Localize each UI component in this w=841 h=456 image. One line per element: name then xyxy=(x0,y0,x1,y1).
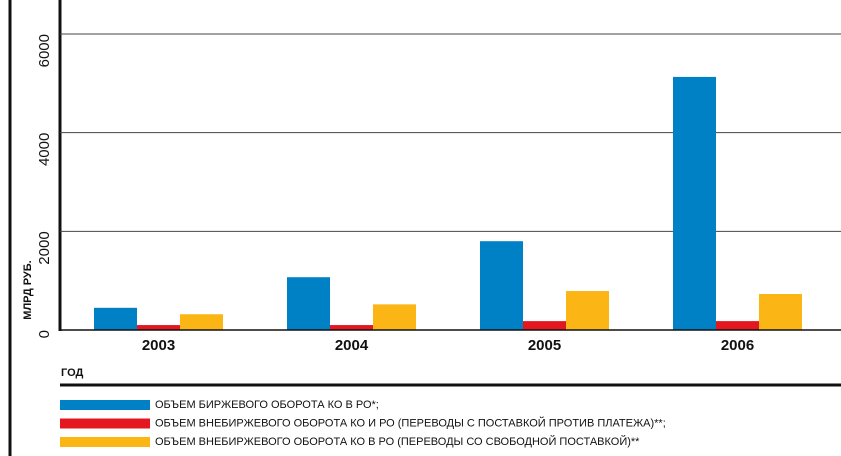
y-tick-label: 6000 xyxy=(36,34,53,67)
bar xyxy=(523,321,566,330)
bar xyxy=(566,291,609,330)
x-tick-label: 2006 xyxy=(721,337,754,354)
legend-label: ОБЪЕМ ВНЕБИРЖЕВОГО ОБОРОТА КО И РО (ПЕРЕ… xyxy=(155,416,666,429)
x-axis-label: ГОД xyxy=(61,367,84,379)
y-tick-label: 2000 xyxy=(36,231,53,264)
bar xyxy=(137,325,180,330)
bar xyxy=(287,277,330,330)
bar xyxy=(759,293,802,330)
legend-label: ОБЪЕМ БИРЖЕВОГО ОБОРОТА КО В РО*; xyxy=(155,399,379,411)
bar xyxy=(373,304,416,330)
x-tick-label: 2003 xyxy=(142,337,175,354)
y-tick-label: 4000 xyxy=(36,133,53,166)
bar xyxy=(716,321,759,330)
bar xyxy=(673,76,716,330)
bar xyxy=(480,241,523,330)
legend-swatch xyxy=(60,437,150,447)
legend-swatch xyxy=(60,400,150,410)
legend-swatch xyxy=(60,418,150,429)
x-tick-label: 2005 xyxy=(528,337,561,354)
bar xyxy=(94,307,137,330)
y-tick-label: 0 xyxy=(36,330,53,338)
x-tick-label: 2004 xyxy=(335,337,369,354)
legend-label: ОБЪЕМ ВНЕБИРЖЕВОГО ОБОРОТА КО В РО (ПЕРЕ… xyxy=(155,435,640,448)
bar xyxy=(180,314,223,330)
bar xyxy=(330,325,373,330)
y-axis-label: МЛРД РУБ. xyxy=(22,260,34,319)
